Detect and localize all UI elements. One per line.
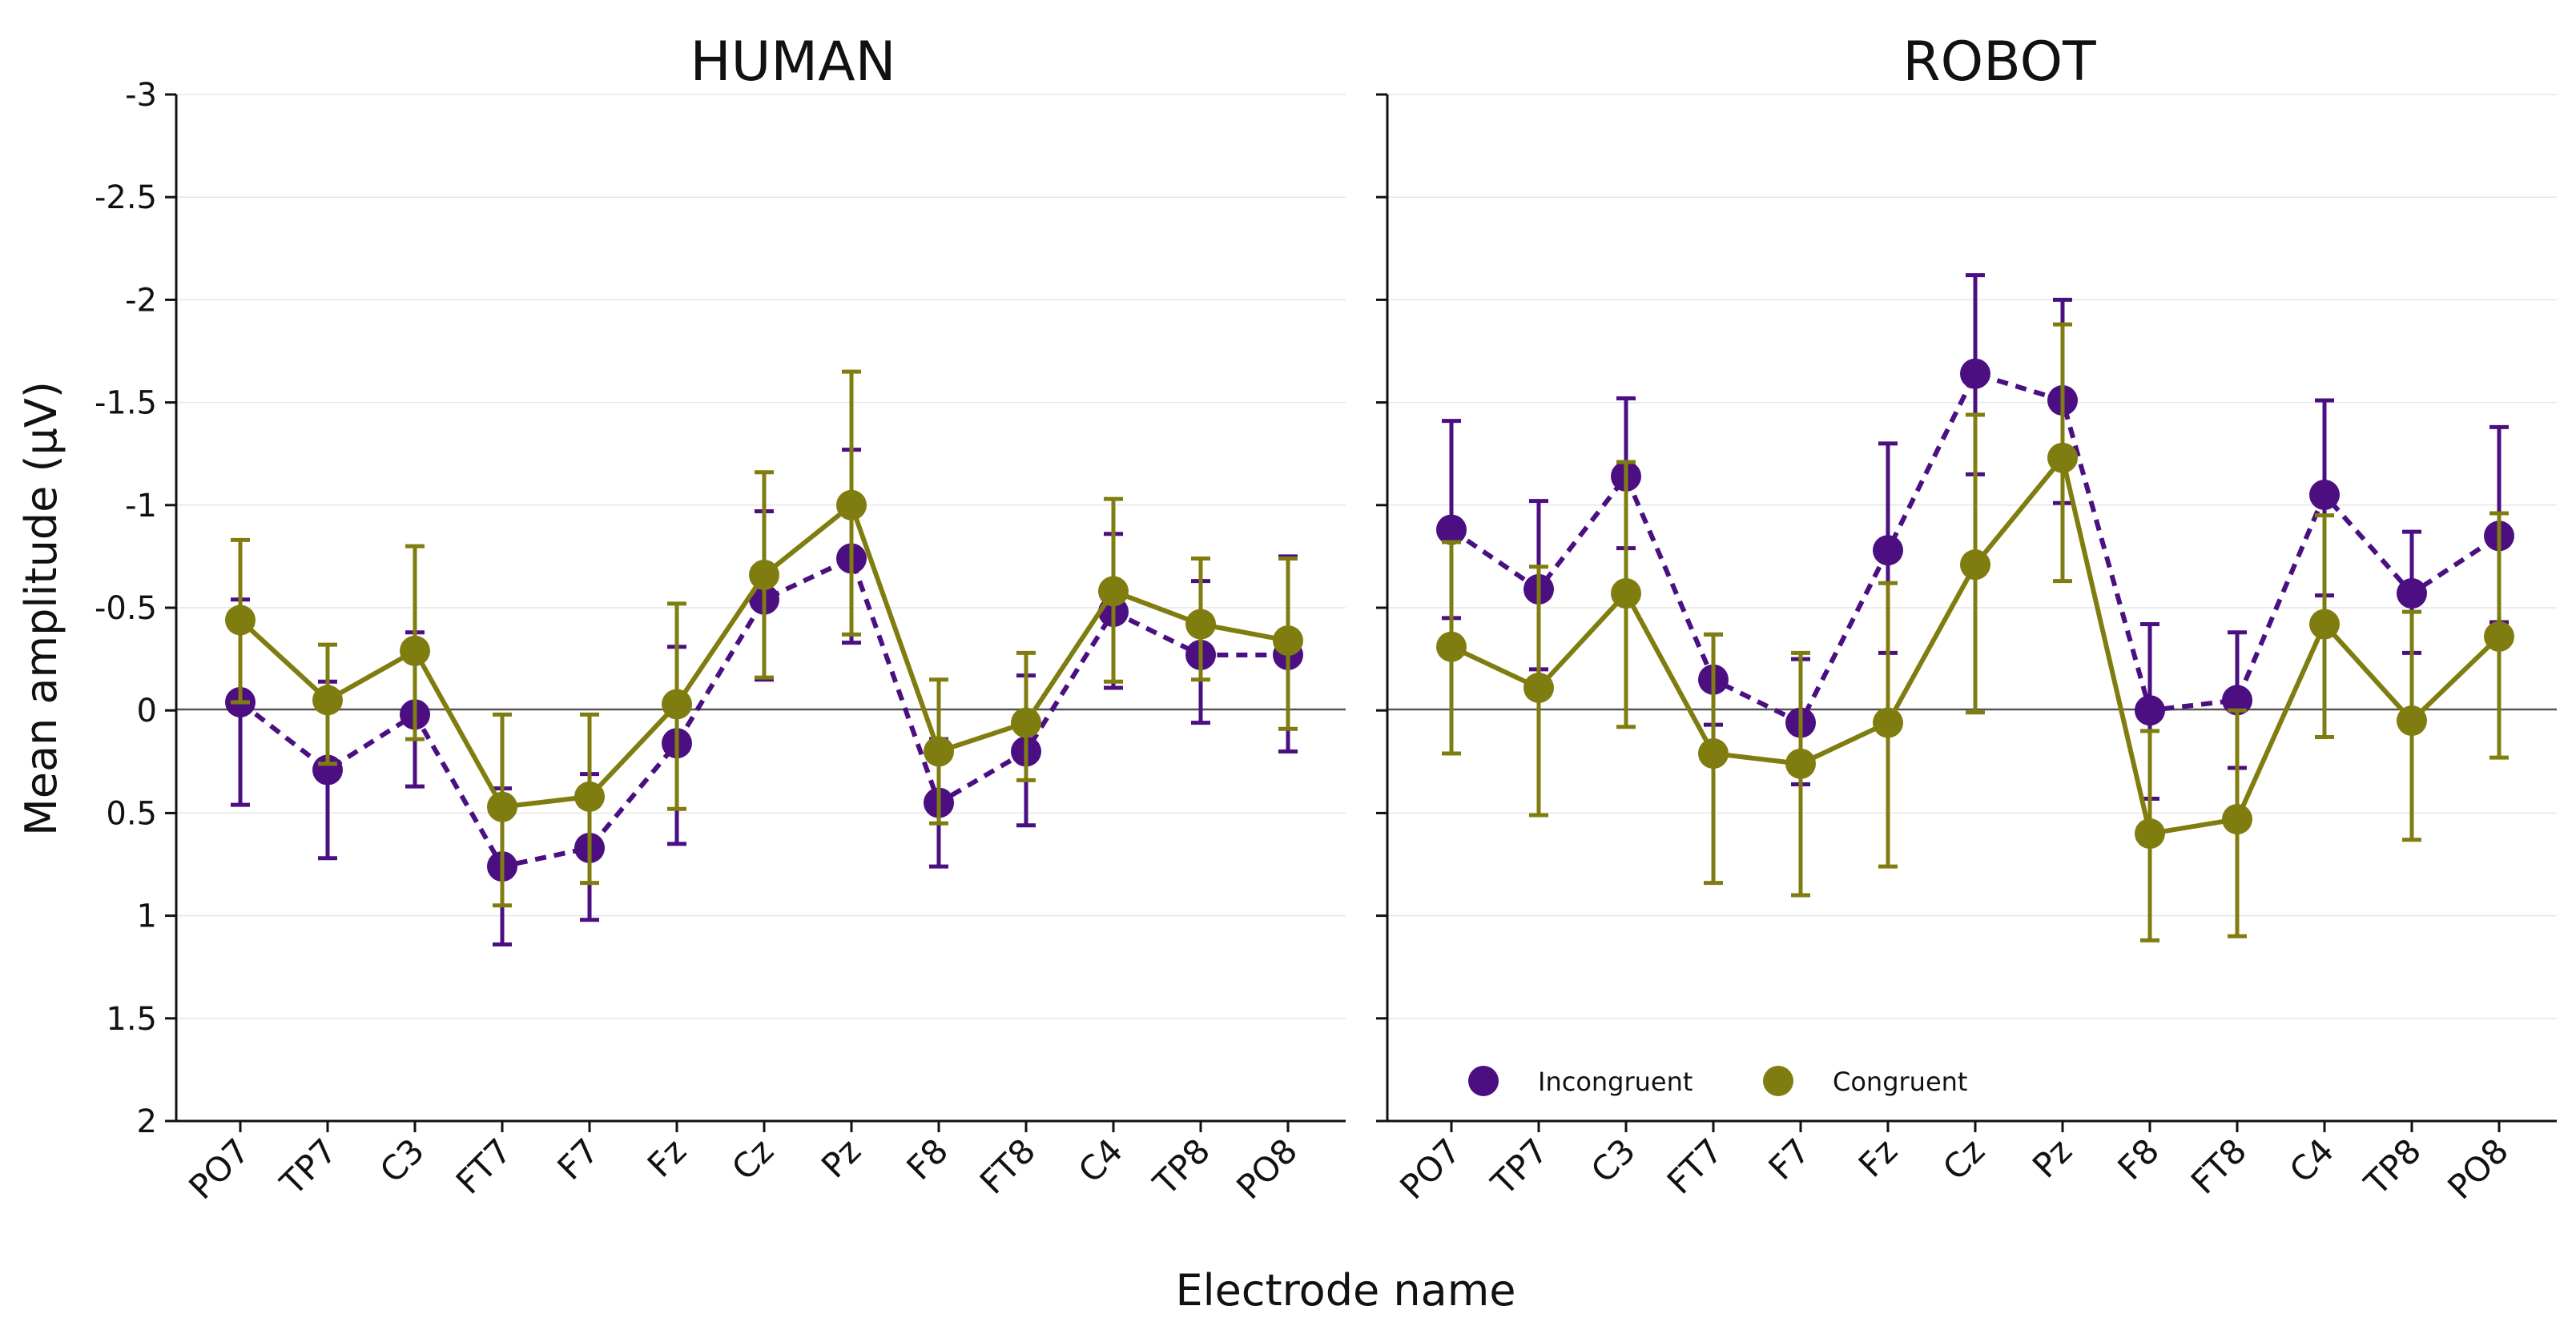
- congruent-point: [1273, 625, 1303, 657]
- congruent-point: [2047, 442, 2078, 473]
- human-gridlines: [176, 94, 1346, 1019]
- incongruent-point: [1436, 514, 1467, 545]
- y-tick-label: 2: [137, 1103, 157, 1140]
- congruent-point: [487, 791, 517, 822]
- y-tick-label: 1.5: [106, 1001, 157, 1038]
- congruent-point: [2222, 804, 2252, 835]
- y-tick-label: 0.5: [106, 795, 157, 832]
- x-tick-label: PO7: [181, 1131, 257, 1207]
- x-tick-label: FT7: [449, 1131, 519, 1201]
- x-tick-label: PO7: [1392, 1131, 1468, 1207]
- congruent-point: [2135, 818, 2165, 850]
- x-tick-label: F7: [1761, 1131, 1817, 1187]
- congruent-point: [225, 605, 256, 636]
- x-tick-label: F7: [549, 1131, 606, 1187]
- congruent-point: [1611, 578, 1641, 609]
- x-tick-label: FT7: [1660, 1131, 1730, 1201]
- x-tick-label: C4: [1071, 1131, 1130, 1190]
- congruent-point: [1960, 549, 1990, 581]
- congruent-point: [2484, 621, 2514, 652]
- congruent-point: [836, 489, 867, 520]
- legend: Incongruent Congruent: [1468, 1066, 1967, 1097]
- robot-y-ticks: [1376, 93, 1387, 1123]
- y-tick-label: -2: [125, 282, 157, 319]
- congruent-point: [400, 635, 430, 666]
- y-tick-label: -2.5: [95, 179, 157, 216]
- congruent-point: [1523, 672, 1554, 703]
- x-tick-label: FT8: [2184, 1131, 2254, 1201]
- human-x-ticks: PO7 TP7 C3 FT7 F7 Fz Cz Pz F8 FT8 C4 TP8 PO8: [181, 1121, 1305, 1207]
- incongruent-point: [2135, 695, 2165, 726]
- x-tick-label: F8: [2110, 1131, 2167, 1187]
- congruent-point: [1873, 707, 1903, 738]
- x-tick-label: TP7: [272, 1131, 344, 1203]
- x-tick-label: TP8: [1145, 1131, 1218, 1203]
- congruent-series: [225, 369, 1303, 908]
- x-tick-label: PO8: [2440, 1131, 2516, 1207]
- congruent-point: [2309, 609, 2340, 640]
- x-tick-label: Cz: [1935, 1131, 1992, 1187]
- legend-congruent-label: Congruent: [1833, 1067, 1967, 1097]
- x-tick-label: C4: [2282, 1131, 2341, 1190]
- x-tick-label: PO8: [1229, 1131, 1305, 1207]
- robot-x-ticks: PO7 TP7 C3 FT7 F7 Fz Cz Pz F8 FT8 C4 TP8 PO8: [1392, 1121, 2516, 1207]
- robot-panel: ROBOT PO7 TP7 C3 FT7 F7 Fz Cz Pz F8 FT8 C4 TP8 PO8: [1376, 30, 2557, 1207]
- y-tick-label: -3: [125, 77, 157, 114]
- x-tick-label: C3: [1584, 1131, 1643, 1190]
- x-tick-label: TP8: [2357, 1131, 2429, 1203]
- human-panel: HUMAN -3 -2.5 -2 -1.5 -1 -0.5 0 0.5 1 1.5 2 PO7 TP7…: [95, 30, 1346, 1207]
- legend-congruent-marker: [1763, 1066, 1793, 1096]
- human-panel-title: HUMAN: [690, 30, 896, 94]
- x-tick-label: TP7: [1483, 1131, 1556, 1203]
- y-axis-label: Mean amplitude (μV): [16, 381, 66, 836]
- x-tick-label: FT8: [972, 1131, 1043, 1201]
- y-tick-label: 1: [137, 898, 157, 935]
- legend-incongruent-label: Incongruent: [1538, 1067, 1693, 1097]
- congruent-point: [574, 781, 605, 812]
- legend-incongruent-marker: [1468, 1066, 1499, 1096]
- incongruent-point: [2222, 685, 2252, 716]
- congruent-series: [1436, 322, 2514, 942]
- x-tick-label: Pz: [2025, 1131, 2079, 1185]
- robot-panel-title: ROBOT: [1902, 30, 2096, 94]
- x-tick-label: Fz: [1851, 1131, 1905, 1184]
- congruent-point: [1698, 738, 1729, 770]
- y-tick-label: 0: [137, 693, 157, 729]
- congruent-point: [924, 736, 954, 767]
- x-tick-label: Cz: [724, 1131, 781, 1187]
- congruent-point: [1436, 631, 1467, 662]
- robot-series: [1436, 273, 2514, 942]
- y-tick-label: -1.5: [95, 385, 157, 422]
- congruent-point: [1098, 576, 1129, 607]
- congruent-point: [1785, 748, 1816, 779]
- human-y-ticks: -3 -2.5 -2 -1.5 -1 -0.5 0 0.5 1 1.5 2: [95, 77, 176, 1140]
- robot-gridlines: [1387, 94, 2557, 1019]
- incongruent-point: [1873, 535, 1903, 566]
- congruent-point: [1011, 707, 1041, 738]
- congruent-point: [312, 685, 343, 716]
- incongruent-point: [2397, 578, 2427, 609]
- incongruent-point: [1960, 358, 1990, 389]
- y-tick-label: -1: [125, 488, 157, 524]
- incongruent-point: [2309, 479, 2340, 510]
- congruent-point: [749, 559, 779, 590]
- human-series: [225, 369, 1303, 946]
- congruent-point: [1185, 609, 1216, 640]
- x-axis-label: Electrode name: [1175, 1265, 1515, 1316]
- y-tick-label: -0.5: [95, 590, 157, 627]
- congruent-point: [2397, 705, 2427, 737]
- congruent-point: [662, 689, 692, 720]
- x-tick-label: C3: [372, 1131, 432, 1190]
- x-tick-label: Pz: [814, 1131, 868, 1185]
- x-tick-label: Fz: [640, 1131, 694, 1184]
- x-tick-label: F8: [899, 1131, 956, 1187]
